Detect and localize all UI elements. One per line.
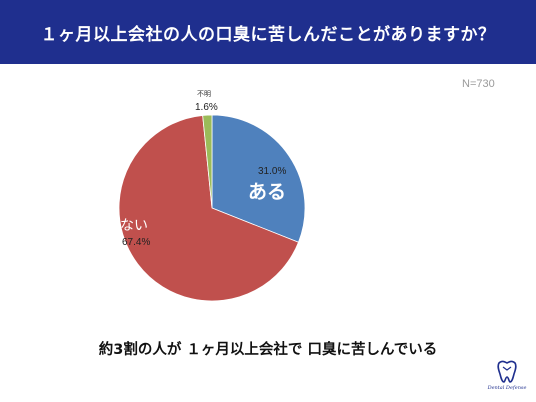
slice-ari [211, 114, 306, 243]
tooth-icon [497, 360, 517, 383]
logo: Dental Defense [487, 360, 527, 396]
pie-slices [118, 114, 306, 302]
slice-nai-label: ない [120, 218, 148, 234]
chart-title: １ヶ月以上会社の人の口臭に苦しんだことがありますか？ [40, 24, 496, 45]
slice-fumei [202, 114, 213, 209]
slice-fumei-label: 不明 [197, 90, 211, 98]
logo-caption: Dental Defense [487, 385, 527, 391]
slice-nai [118, 115, 299, 302]
slice-fumei-percent: 1.6% [195, 102, 218, 113]
slice-ari-label: ある [248, 181, 286, 203]
summary-text: 約3割の人が １ヶ月以上会社で 口臭に苦しんでいる [98, 342, 438, 358]
slice-ari-percent: 31.0% [258, 166, 286, 177]
sample-size-label: N=730 [462, 78, 495, 90]
title-bar: １ヶ月以上会社の人の口臭に苦しんだことがありますか？ [0, 0, 536, 64]
slice-nai-percent: 67.4% [122, 237, 150, 248]
